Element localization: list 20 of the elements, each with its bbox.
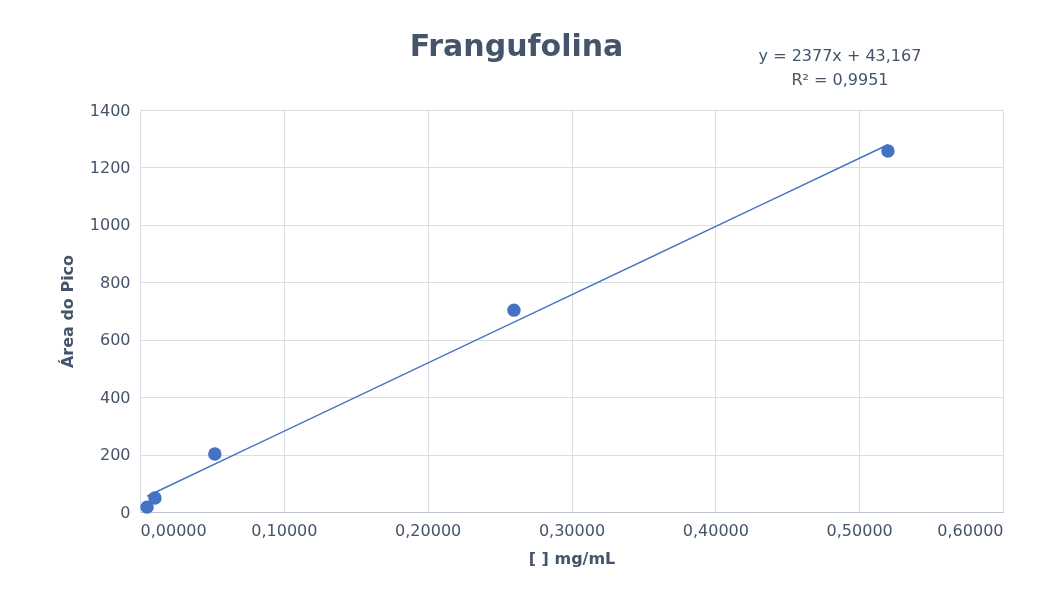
y-tick-label: 1000 [89, 215, 131, 235]
x-tick-label: 0,20000 [395, 520, 462, 540]
y-tick-label: 600 [99, 330, 131, 350]
x-tick-label: 0,00000 [140, 520, 207, 540]
y-axis-title: Área do Pico [57, 254, 77, 369]
x-tick-label: 0,60000 [937, 520, 1004, 540]
y-tick-label: 1400 [89, 100, 131, 120]
text: R² = 0,9951 [790, 69, 890, 91]
y-tick-label: 1200 [89, 157, 131, 177]
y-tick-label: 0 [120, 502, 131, 522]
y-tick-label: 200 [99, 445, 131, 465]
chart-title: Frangufolina [409, 28, 624, 63]
text: y = 2377x + 43,167 [757, 45, 923, 67]
x-axis-title: [ ] mg/mL [528, 548, 616, 568]
y-tick-label: 800 [99, 272, 131, 292]
x-tick-label: 0,30000 [538, 520, 606, 540]
x-tick-label: 0,10000 [251, 520, 318, 540]
x-tick-label: 0,40000 [682, 520, 749, 540]
y-tick-label: 400 [99, 387, 131, 407]
x-tick-label: 0,50000 [826, 520, 893, 540]
